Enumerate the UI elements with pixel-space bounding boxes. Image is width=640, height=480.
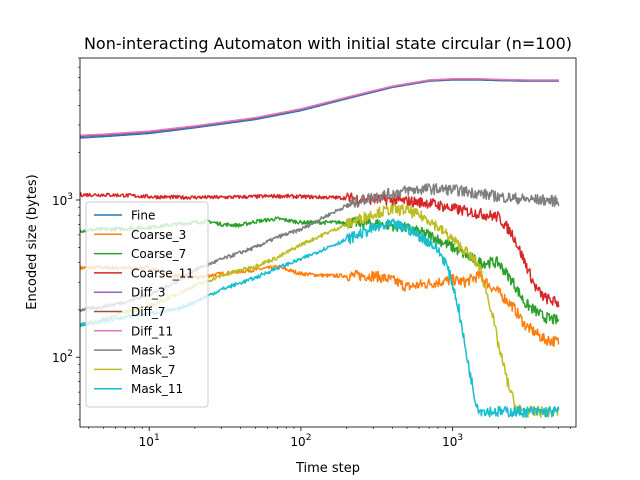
- plot-frame: [79, 57, 577, 428]
- x-tick-label: 103: [442, 433, 463, 449]
- legend-label: Diff_7: [131, 305, 165, 319]
- legend-label: Coarse_11: [131, 266, 194, 280]
- series-line: [80, 78, 559, 137]
- series-line: [80, 79, 559, 139]
- legend-label: Mask_3: [131, 344, 176, 358]
- chart-title: Non-interacting Automaton with initial s…: [84, 34, 572, 53]
- y-tick-label: 102: [52, 349, 73, 365]
- legend-label: Mask_7: [131, 363, 176, 377]
- x-tick-label: 102: [290, 433, 311, 449]
- legend-label: Diff_3: [131, 286, 165, 300]
- y-tick-label: 103: [52, 192, 73, 208]
- legend-label: Fine: [131, 209, 155, 223]
- legend-label: Mask_11: [131, 382, 183, 396]
- legend-label: Coarse_7: [131, 247, 186, 261]
- axes-layer: 101 102 103 102 103: [52, 57, 577, 449]
- legend-label: Coarse_3: [131, 228, 186, 242]
- x-axis-label: Time step: [295, 461, 360, 476]
- legend: Fine Coarse_3 Coarse_7 Coarse_11 Diff_3 Diff_…: [85, 201, 209, 408]
- series-line: [80, 78, 559, 137]
- legend-label: Diff_11: [131, 324, 173, 338]
- series-line: [80, 192, 560, 308]
- series-line: [80, 78, 559, 138]
- y-axis-label: Encoded size (bytes): [25, 174, 40, 309]
- x-tick-label: 101: [139, 433, 160, 449]
